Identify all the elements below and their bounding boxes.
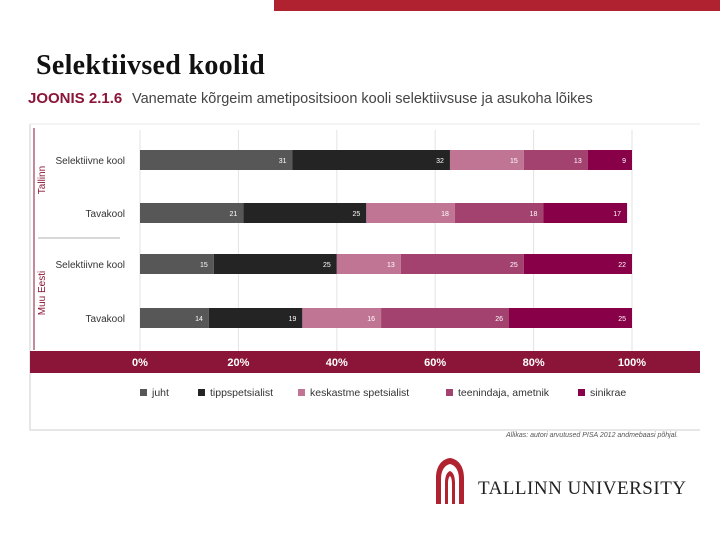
stacked-bar-chart: Tallinn Muu Eesti 31 32 15 13 9 21 25 18 18 17 15 2…: [29, 123, 700, 431]
tallinn-university-logo-icon: [436, 458, 464, 504]
bar-value-label: 31: [279, 158, 287, 165]
x-tick-label: 0%: [132, 357, 148, 369]
x-tick-label: 60%: [424, 357, 446, 369]
bar-segment: [543, 203, 628, 223]
top-accent-bar: [274, 0, 720, 11]
legend: juht tippspetsialist keskastme spetsialist…: [140, 387, 626, 399]
bar-value-label: 32: [436, 158, 444, 165]
bar-value-label: 16: [367, 316, 375, 323]
bar-value-label: 17: [613, 211, 621, 218]
x-tick-labels: 0% 20% 40% 60% 80% 100%: [132, 357, 646, 369]
category-label: Tavakool: [86, 314, 125, 325]
category-label: Selektiivne kool: [56, 260, 125, 271]
university-name: TALLINN UNIVERSITY: [478, 478, 687, 499]
bar-segment: [140, 150, 293, 170]
bar-segment: [292, 150, 450, 170]
bar-segment: [336, 254, 401, 274]
bar-value-label: 25: [510, 262, 518, 269]
bar-value-label: 13: [574, 158, 582, 165]
chart-frame: [29, 124, 700, 431]
legend-label: keskastme spetsialist: [310, 387, 409, 399]
x-tick-label: 40%: [326, 357, 348, 369]
legend-label: juht: [151, 387, 169, 399]
bar-segment: [140, 203, 244, 223]
bar-value-label: 25: [618, 316, 626, 323]
x-tick-label: 100%: [618, 357, 646, 369]
bar-segment: [302, 308, 382, 328]
bar-segment: [449, 150, 524, 170]
bar-segment: [140, 254, 214, 274]
bar-segment: [509, 308, 632, 328]
x-tick-label: 80%: [523, 357, 545, 369]
category-label: Tavakool: [86, 209, 125, 220]
legend-swatch: [298, 389, 305, 396]
legend-label: tippspetsialist: [210, 387, 273, 399]
legend-swatch: [198, 389, 205, 396]
x-tick-label: 20%: [227, 357, 249, 369]
bar-segment: [243, 203, 367, 223]
bar-value-label: 13: [387, 262, 395, 269]
bar-segment: [454, 203, 544, 223]
source-note: Allikas: autori arvutused PISA 2012 andm…: [506, 432, 679, 439]
category-label: Selektiivne kool: [56, 156, 125, 167]
legend-swatch: [140, 389, 147, 396]
slide-title: Selektiivsed koolid: [36, 50, 265, 81]
bar-value-label: 14: [195, 316, 203, 323]
group-label-muu-eesti: Muu Eesti: [37, 271, 48, 315]
bar-segment: [523, 254, 632, 274]
bar-segment: [400, 254, 524, 274]
bar-segment: [381, 308, 509, 328]
bar-value-label: 25: [353, 211, 361, 218]
bar-value-label: 26: [495, 316, 503, 323]
bar-value-label: 22: [618, 262, 626, 269]
bar-segment: [208, 308, 303, 328]
bar-segment: [213, 254, 337, 274]
bar-value-label: 15: [200, 262, 208, 269]
legend-label: teenindaja, ametnik: [458, 387, 550, 399]
bar-value-label: 25: [323, 262, 331, 269]
bar-value-label: 19: [289, 316, 297, 323]
bar-value-label: 15: [510, 158, 518, 165]
category-labels: Selektiivne kool Tavakool Selektiivne kool…: [56, 156, 125, 325]
bars-layer: 31 32 15 13 9 21 25 18 18 17 15 25 13 25 22 14 19 16 26 25: [140, 150, 632, 328]
x-axis-band: [30, 351, 700, 373]
legend-label: sinikrae: [590, 387, 626, 399]
bar-value-label: 18: [530, 211, 538, 218]
group-label-tallinn: Tallinn: [37, 166, 48, 194]
bar-segment: [366, 203, 455, 223]
legend-swatch: [578, 389, 585, 396]
legend-swatch: [446, 389, 453, 396]
bar-segment: [140, 308, 209, 328]
bar-segment: [523, 150, 588, 170]
bar-value-label: 21: [230, 211, 238, 218]
bar-segment: [587, 150, 632, 170]
figure-title: Vanemate kõrgeim ametipositsioon kooli s…: [132, 91, 593, 107]
figure-label: JOONIS 2.1.6: [28, 90, 123, 107]
bar-value-label: 9: [622, 158, 626, 165]
bar-value-label: 18: [441, 211, 449, 218]
